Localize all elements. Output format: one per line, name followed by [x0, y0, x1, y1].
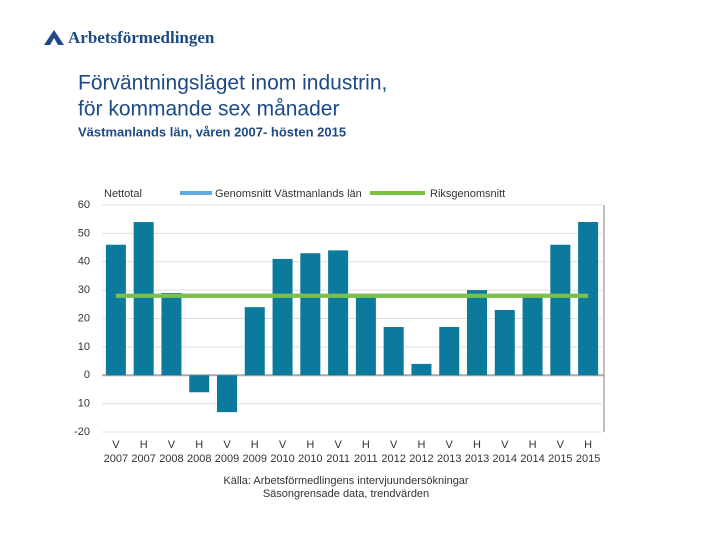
bar: [383, 327, 404, 376]
source-note: Källa: Arbetsförmedlingens intervjuunder…: [223, 475, 469, 487]
bar: [161, 292, 182, 376]
logo-text: Arbetsförmedlingen: [68, 28, 215, 47]
chart-title: Förväntningsläget inom industrin,: [78, 72, 387, 95]
x-tick-label: 2014: [493, 453, 517, 465]
y-tick-label: 10: [78, 398, 90, 410]
chart-subtitle: Västmanlands län, våren 2007- hösten 201…: [78, 124, 346, 139]
legend-label: Genomsnitt Västmanlands län: [215, 188, 362, 200]
x-tick-label: 2013: [437, 453, 461, 465]
y-tick-label: 50: [78, 227, 90, 239]
x-tick-label: 2015: [548, 453, 572, 465]
bar: [300, 253, 321, 376]
x-tick-label: H: [140, 439, 148, 451]
y-tick-label: 60: [78, 199, 90, 211]
bar: [467, 290, 487, 376]
bar: [411, 363, 432, 376]
x-tick-label: V: [334, 439, 342, 451]
x-tick-label: 2012: [381, 453, 405, 465]
bar: [328, 250, 349, 376]
bar: [189, 375, 210, 393]
legend-label: Riksgenomsnitt: [430, 188, 505, 200]
bar: [217, 375, 237, 413]
x-tick-label: H: [584, 439, 592, 451]
x-tick-label: 2010: [270, 453, 294, 465]
x-tick-label: V: [501, 439, 509, 451]
x-tick-label: 2008: [159, 453, 183, 465]
x-tick-label: H: [306, 439, 314, 451]
bar: [355, 295, 376, 376]
x-tick-label: H: [195, 439, 203, 451]
x-tick-label: V: [279, 439, 287, 451]
y-tick-label: -20: [74, 426, 90, 438]
y-tick-label: 10: [78, 341, 90, 353]
y-tick-label: 0: [84, 369, 90, 381]
source-note: Säsongrensade data, trendvärden: [263, 488, 429, 500]
bar: [578, 222, 599, 376]
x-tick-label: V: [446, 439, 454, 451]
x-tick-label: H: [251, 439, 259, 451]
bar: [133, 222, 154, 376]
x-tick-label: H: [529, 439, 537, 451]
x-tick-label: 2011: [354, 453, 378, 465]
y-tick-label: 30: [78, 284, 90, 296]
bar: [522, 295, 543, 376]
bar: [439, 327, 460, 376]
y-axis-label: Nettotal: [104, 188, 142, 200]
logo-icon: [44, 30, 64, 45]
x-tick-label: 2011: [326, 453, 350, 465]
x-tick-label: 2012: [409, 453, 433, 465]
x-tick-label: 2007: [131, 453, 155, 465]
x-tick-label: V: [112, 439, 120, 451]
x-tick-label: V: [557, 439, 565, 451]
bar: [550, 244, 571, 376]
bar: [494, 309, 515, 376]
x-tick-label: 2014: [520, 453, 544, 465]
x-tick-label: 2010: [298, 453, 322, 465]
x-tick-label: 2008: [187, 453, 211, 465]
x-tick-label: H: [417, 439, 425, 451]
x-tick-label: V: [390, 439, 398, 451]
bar: [244, 307, 265, 376]
x-tick-label: 2013: [465, 453, 489, 465]
x-tick-label: H: [473, 439, 481, 451]
x-tick-label: H: [362, 439, 370, 451]
x-tick-label: 2009: [243, 453, 267, 465]
chart-title: för kommande sex månader: [78, 98, 339, 121]
bar: [105, 244, 126, 376]
bar: [272, 258, 293, 376]
x-tick-label: 2009: [215, 453, 239, 465]
x-tick-label: V: [223, 439, 231, 451]
y-tick-label: 20: [78, 312, 90, 324]
x-tick-label: 2015: [576, 453, 600, 465]
x-tick-label: V: [168, 439, 176, 451]
y-tick-label: 40: [78, 256, 90, 268]
x-tick-label: 2007: [104, 453, 128, 465]
